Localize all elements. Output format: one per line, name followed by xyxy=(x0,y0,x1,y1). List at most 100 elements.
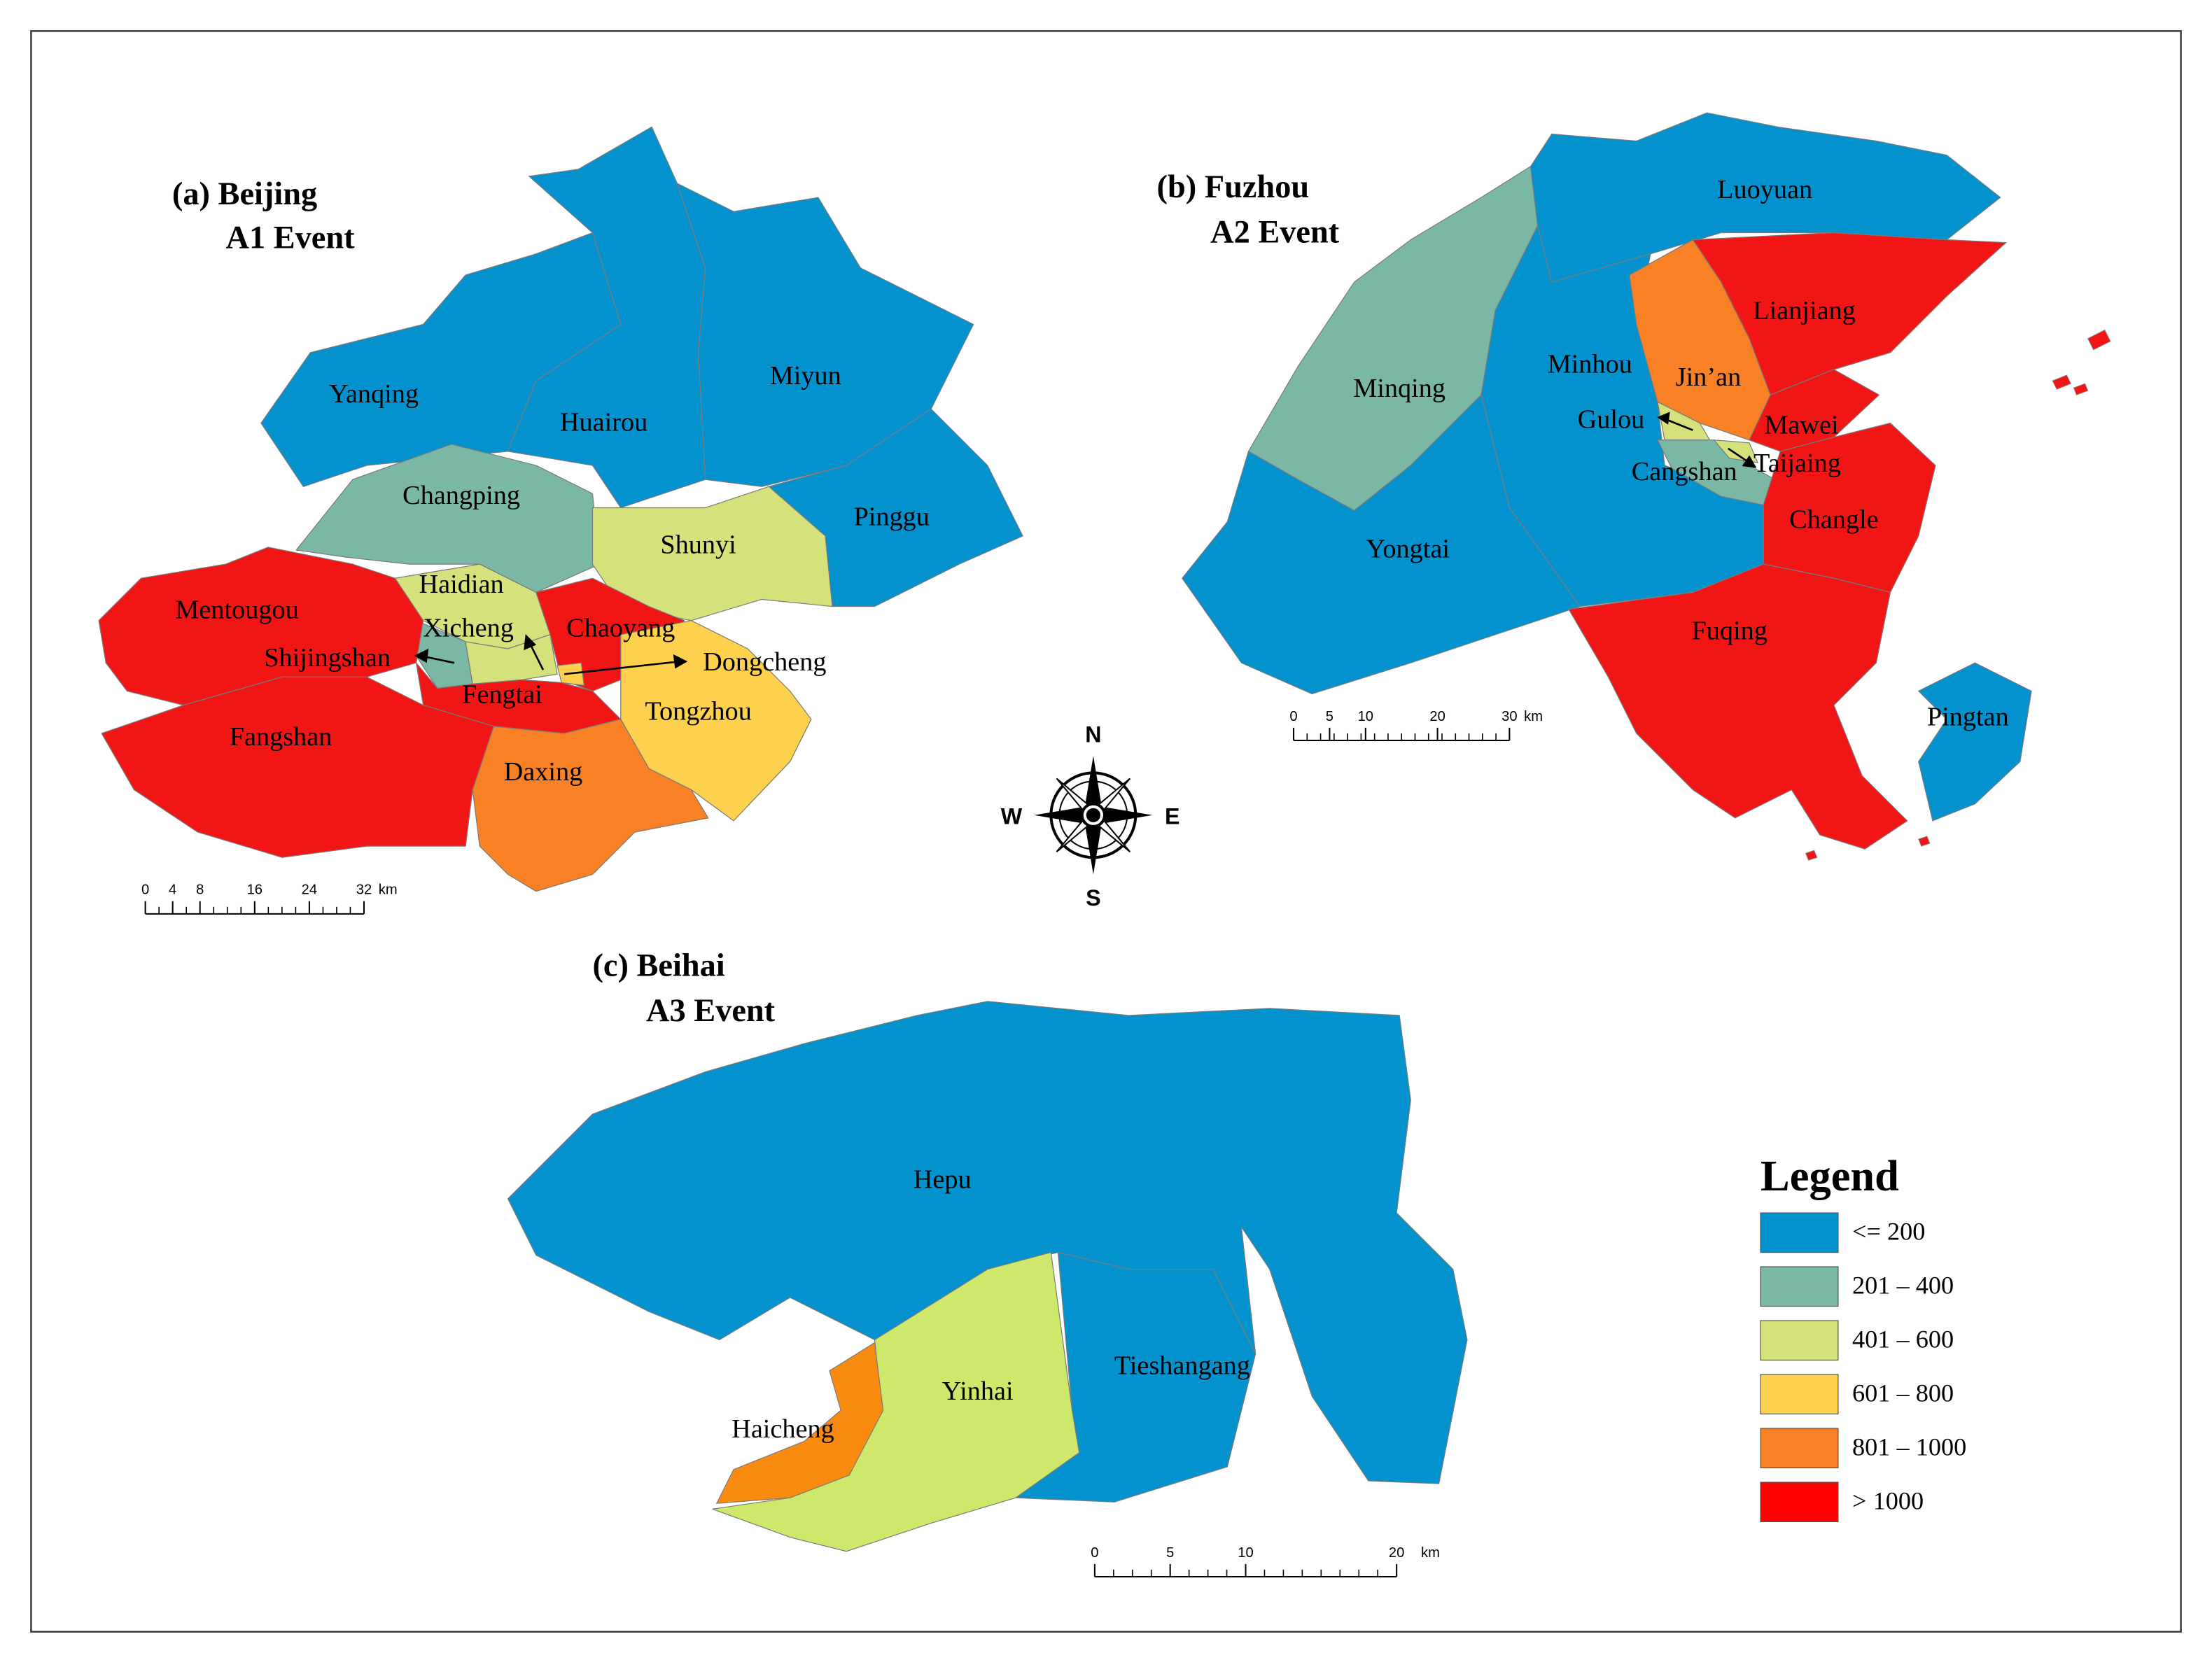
district-label: Mentougou xyxy=(175,595,298,624)
arrow-head xyxy=(673,654,688,669)
legend: <= 200 201 – 400 401 – 600 601 – 800 801 – 1… xyxy=(1760,1212,1966,1523)
arrow xyxy=(1727,447,1750,464)
district-label: Hepu xyxy=(913,1165,972,1195)
panel-title: (a) Beijing xyxy=(172,176,317,212)
legend-swatch xyxy=(1760,1266,1839,1307)
district-label: Fuqing xyxy=(1692,617,1768,646)
island xyxy=(2052,374,2072,390)
district-area xyxy=(507,1001,1468,1484)
legend-swatch xyxy=(1760,1212,1839,1253)
district-label: Daxing xyxy=(504,757,583,787)
scale-unit: km xyxy=(1421,1545,1440,1561)
legend-title: Legend xyxy=(1760,1151,1899,1200)
district-label: Xicheng xyxy=(423,614,514,643)
district-label: Cangshan xyxy=(1632,457,1737,486)
district-label: Jin’an xyxy=(1676,363,1742,392)
scale-tick-label: 10 xyxy=(1238,1545,1253,1561)
legend-swatch xyxy=(1760,1320,1839,1361)
district-label: Luoyuan xyxy=(1717,175,1812,204)
panel-title: (c) Beihai xyxy=(592,948,724,984)
regions xyxy=(98,112,2111,1552)
district-area xyxy=(1713,439,1759,463)
district-label: Yanqing xyxy=(329,379,419,409)
panel-subtitle: A3 Event xyxy=(646,993,776,1029)
district-area xyxy=(1763,422,1936,593)
district-label: Fengtai xyxy=(462,680,542,709)
panel-subtitle: A1 Event xyxy=(225,220,355,256)
district-label: Haidian xyxy=(419,570,503,599)
panel-subtitle: A2 Event xyxy=(1210,215,1340,251)
legend-swatch xyxy=(1760,1482,1839,1523)
scale-tick-label: 5 xyxy=(1326,709,1334,724)
district-label: Tongzhou xyxy=(645,696,751,726)
district-area xyxy=(1568,563,1908,850)
compass-west: W xyxy=(1001,803,1023,829)
legend-label: > 1000 xyxy=(1852,1487,1924,1515)
district-label: Haicheng xyxy=(732,1414,834,1444)
scale-tick-label: 4 xyxy=(169,882,176,898)
compass-north: N xyxy=(1085,722,1101,747)
island xyxy=(2087,329,2111,351)
district-label: Miyun xyxy=(770,361,841,391)
legend-label: 401 – 600 xyxy=(1852,1325,1954,1353)
district-label: Shijingshan xyxy=(264,643,391,673)
legend-label: 201 – 400 xyxy=(1852,1272,1954,1300)
scale-tick-label: 5 xyxy=(1166,1545,1174,1561)
district-label: Pingtan xyxy=(1927,703,2009,732)
district-label: Lianjiang xyxy=(1753,296,1856,325)
district-label: Gulou xyxy=(1578,405,1645,434)
district-label: Minhou xyxy=(1548,350,1632,379)
arrow-head xyxy=(1657,412,1670,425)
frame xyxy=(30,30,2182,1633)
district-label: Pinggu xyxy=(853,502,929,531)
region-labels: (a) Beijing A1 Event Yanqing Huairou Miyun Pi… xyxy=(172,169,2009,1444)
scale-tick-label: 20 xyxy=(1429,709,1445,724)
island xyxy=(1805,850,1818,861)
legend-swatch xyxy=(1760,1428,1839,1469)
legend-label: 801 – 1000 xyxy=(1852,1433,1966,1461)
panel-title: (b) Fuzhou xyxy=(1157,169,1310,205)
arrow-head xyxy=(1742,455,1757,468)
island xyxy=(1918,836,1931,847)
district-label: Changping xyxy=(402,481,520,510)
scale-tick-label: 0 xyxy=(1289,709,1297,724)
scale-tick-label: 16 xyxy=(247,882,262,898)
scale-tick-label: 0 xyxy=(141,882,149,898)
district-label: Minqing xyxy=(1353,374,1446,403)
scale-tick-label: 10 xyxy=(1358,709,1373,724)
scale-tick-label: 0 xyxy=(1091,1545,1098,1561)
district-label: Huairou xyxy=(560,407,648,437)
scale-bars: 0 4 8 16 24 32 km 0 5 10 20 30 km 0 5 10 20 km xyxy=(141,709,1543,1578)
district-label: Tieshangang xyxy=(1114,1351,1250,1381)
leader-arrows xyxy=(414,412,1757,675)
scale-tick-label: 20 xyxy=(1389,1545,1404,1561)
district-label: Changle xyxy=(1789,505,1879,534)
compass-south: S xyxy=(1086,885,1101,910)
legend-label: <= 200 xyxy=(1852,1218,1925,1246)
scale-tick-label: 24 xyxy=(302,882,317,898)
district-label: Taijaing xyxy=(1754,449,1841,478)
district-label: Dongcheng xyxy=(703,647,826,677)
scale-unit: km xyxy=(1524,709,1543,724)
district-label: Mawei xyxy=(1764,410,1838,439)
legend-swatch xyxy=(1760,1374,1839,1415)
district-label: Chaoyang xyxy=(566,614,675,643)
district-label: Fangshan xyxy=(230,722,332,752)
district-area xyxy=(472,719,709,892)
district-area xyxy=(1480,224,1764,607)
district-area xyxy=(1692,232,2008,396)
arrow xyxy=(564,660,680,675)
scale-tick-label: 32 xyxy=(356,882,372,898)
arrow xyxy=(1664,418,1693,431)
district-label: Yongtai xyxy=(1366,535,1450,564)
district-label: Shunyi xyxy=(660,530,736,560)
district-label: Yinhai xyxy=(942,1377,1014,1406)
island xyxy=(2073,383,2089,395)
arrow-head xyxy=(524,634,537,651)
district-area xyxy=(1917,662,2032,822)
district-area xyxy=(98,547,424,706)
scale-unit: km xyxy=(379,882,398,898)
legend-label: 601 – 800 xyxy=(1852,1379,1954,1407)
